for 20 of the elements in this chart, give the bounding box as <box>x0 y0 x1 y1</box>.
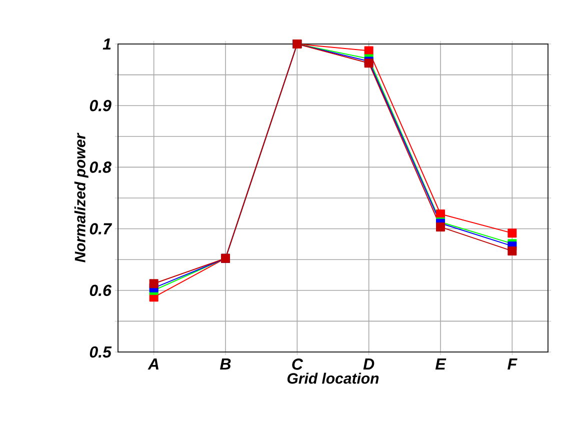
y-tick-label: 0.9 <box>90 100 112 112</box>
point <box>436 210 445 219</box>
y-tick-label: 1 <box>102 38 111 50</box>
x-tick-label: F <box>508 358 518 370</box>
x-axis-title: Grid location <box>287 372 379 384</box>
y-tick-label: 0.5 <box>90 346 112 358</box>
x-tick-label: B <box>220 358 231 370</box>
x-tick-label: D <box>363 358 374 370</box>
y-tick-label: 0.8 <box>90 162 112 173</box>
y-tick-label: 0.7 <box>90 223 112 234</box>
point <box>364 46 374 56</box>
y-axis-title: Normalized power <box>74 132 88 262</box>
x-tick-label: E <box>435 358 446 370</box>
point <box>149 279 158 288</box>
y-tick-label: 0.6 <box>90 284 112 296</box>
x-tick-label: C <box>292 358 304 370</box>
point <box>508 228 517 238</box>
point <box>508 246 517 256</box>
point <box>436 222 445 232</box>
x-tick-label: A <box>148 358 158 370</box>
